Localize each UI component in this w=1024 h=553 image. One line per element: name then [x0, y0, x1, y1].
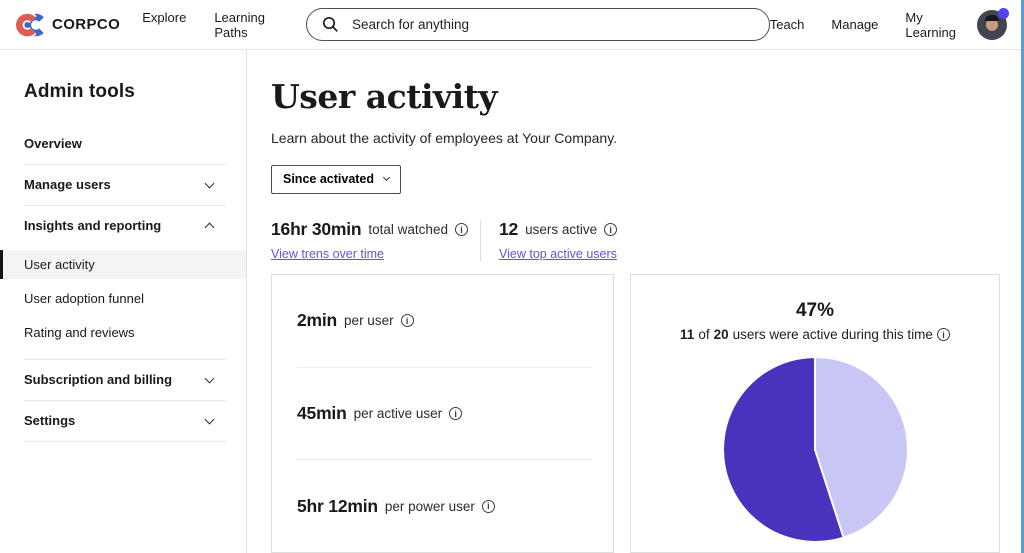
brand-name: CORPCO — [52, 16, 121, 33]
page-subtitle: Learn about the activity of employees at… — [271, 130, 618, 146]
info-icon[interactable]: i — [449, 407, 463, 420]
info-icon[interactable]: i — [936, 328, 950, 341]
search-icon — [322, 16, 338, 32]
users-active-value: 12 — [499, 219, 519, 239]
view-trends-link[interactable]: View trens over time — [271, 247, 385, 261]
secondary-nav: Teach Manage My Learning — [770, 10, 956, 40]
time-filter-dropdown[interactable]: Since activated — [271, 165, 402, 194]
active-users-pie-chart — [723, 358, 907, 541]
users-active-label: users active — [525, 222, 598, 237]
stat-users-active: 12 users active i View top active users — [481, 219, 618, 263]
sidebar-title: Admin tools — [24, 81, 135, 102]
info-icon[interactable]: i — [454, 223, 468, 236]
chevron-up-icon — [204, 222, 215, 232]
sidebar-item-insights-reporting[interactable]: Insights and reporting — [24, 206, 215, 246]
page-title: User activity — [271, 77, 498, 116]
sidebar-item-rating-and-reviews[interactable]: Rating and reviews — [24, 325, 135, 340]
notification-dot — [998, 7, 1009, 19]
nav-teach[interactable]: Teach — [769, 17, 805, 32]
admin-sidebar: Admin tools Overview Manage users Insigh… — [0, 50, 247, 553]
active-percent: 47% — [795, 300, 835, 321]
total-watched-value: 16hr 30min — [271, 219, 362, 239]
nav-explore[interactable]: Explore — [142, 9, 187, 25]
search-input[interactable] — [349, 16, 754, 33]
divider — [24, 359, 226, 360]
divider — [24, 400, 226, 401]
active-users-card: 47% 11 of 20 users were active during th… — [630, 274, 1000, 553]
chevron-down-icon — [382, 173, 391, 182]
divider — [297, 366, 592, 368]
total-watched-label: total watched — [368, 222, 448, 237]
chevron-down-icon — [204, 178, 215, 188]
nav-learning-paths[interactable]: Learning Paths — [214, 9, 265, 40]
divider — [24, 164, 226, 165]
divider — [24, 205, 226, 206]
brand-logo[interactable]: CORPCO — [16, 10, 120, 40]
chevron-down-icon — [204, 414, 215, 424]
nav-manage[interactable]: Manage — [831, 17, 879, 32]
divider — [24, 441, 226, 442]
pie-slice-divider — [814, 449, 845, 537]
nav-my-learning[interactable]: My Learning — [905, 9, 957, 40]
summary-stats: 16hr 30min total watched i View trens ov… — [271, 219, 1024, 263]
sidebar-item-user-adoption-funnel[interactable]: User adoption funnel — [24, 291, 144, 306]
sidebar-item-subscription-billing[interactable]: Subscription and billing — [24, 360, 215, 400]
info-icon[interactable]: i — [604, 223, 618, 236]
chevron-down-icon — [204, 373, 215, 383]
view-top-active-users-link[interactable]: View top active users — [499, 247, 617, 261]
sidebar-item-overview[interactable]: Overview — [24, 136, 82, 151]
top-navigation-bar: CORPCO Explore Learning Paths Teach Mana… — [0, 0, 1024, 50]
sidebar-item-settings[interactable]: Settings — [24, 401, 215, 441]
info-icon[interactable]: i — [481, 499, 495, 513]
active-users-caption: 11 of 20 users were active during this t… — [631, 327, 999, 342]
metric-per-user: 2min per user i — [272, 275, 613, 367]
corpco-logo-icon — [16, 11, 48, 38]
per-user-metrics-card: 2min per user i 45min per active user i … — [271, 274, 614, 553]
user-avatar[interactable] — [977, 7, 1009, 40]
pie-slice-divider — [814, 358, 816, 450]
search-bar[interactable] — [305, 8, 770, 41]
user-activity-page: User activity Learn about the activity o… — [247, 50, 1024, 553]
metric-per-power-user: 5hr 12min per power user i — [272, 460, 613, 552]
stat-total-watched: 16hr 30min total watched i View trens ov… — [271, 219, 480, 263]
divider — [297, 459, 592, 461]
screen-edge-strip — [1021, 0, 1024, 553]
sidebar-item-user-activity[interactable]: User activity — [0, 250, 246, 279]
primary-nav: Explore Learning Paths — [142, 10, 282, 40]
info-icon[interactable]: i — [400, 314, 414, 328]
divider — [480, 220, 481, 261]
metric-per-active-user: 45min per active user i — [272, 368, 613, 460]
sidebar-item-manage-users[interactable]: Manage users — [24, 165, 215, 205]
